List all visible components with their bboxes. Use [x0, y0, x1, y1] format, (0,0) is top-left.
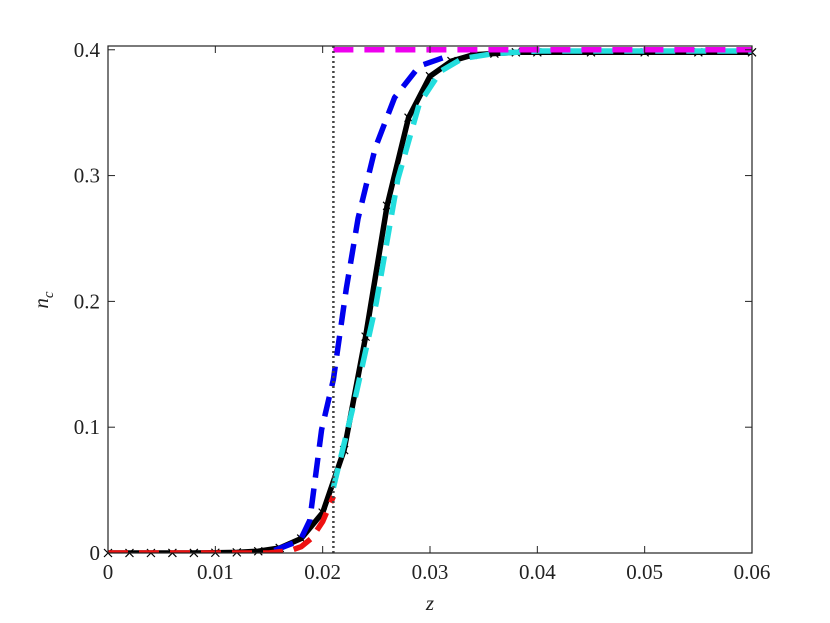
series-line	[273, 52, 453, 553]
y-axis-label-subscript: c	[41, 291, 57, 298]
x-tick-label: 0	[103, 560, 114, 584]
marker	[382, 201, 392, 211]
y-tick-label: 0.2	[74, 289, 100, 313]
series-line	[108, 495, 336, 553]
x-tick-label: 0.03	[412, 560, 449, 584]
marker	[404, 113, 413, 123]
y-tick-label: 0.3	[74, 164, 100, 188]
x-axis-label: z	[425, 591, 434, 615]
y-tick-label: 0.1	[74, 415, 100, 439]
plot-area	[108, 46, 752, 553]
x-tick-label: 0.05	[626, 560, 663, 584]
y-axis-label: nc	[29, 291, 57, 309]
x-tick-label: 0.04	[519, 560, 556, 584]
series-line	[330, 48, 752, 489]
x-tick-label: 0.01	[197, 560, 234, 584]
marker	[253, 546, 263, 556]
y-tick-label: 0	[90, 541, 101, 565]
y-axis-label-main: n	[29, 298, 53, 309]
x-tick-label: 0.02	[304, 560, 341, 584]
x-tick-label: 0.06	[734, 560, 771, 584]
y-tick-label: 0.4	[74, 38, 101, 62]
